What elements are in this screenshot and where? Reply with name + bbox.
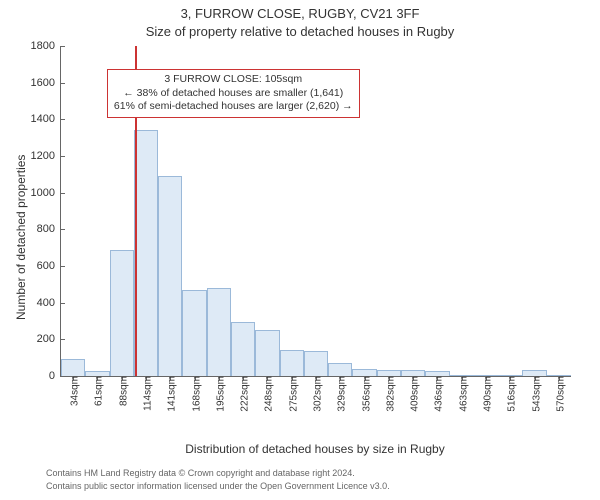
x-tick: 463sqm bbox=[454, 376, 469, 412]
histogram-bar bbox=[61, 359, 85, 376]
x-tick: 543sqm bbox=[527, 376, 542, 412]
y-tick: 1800 bbox=[31, 40, 61, 52]
annotation-box: 3 FURROW CLOSE: 105sqm← 38% of detached … bbox=[107, 69, 360, 118]
x-tick: 141sqm bbox=[163, 376, 178, 412]
x-axis-label: Distribution of detached houses by size … bbox=[60, 442, 570, 456]
x-tick: 168sqm bbox=[187, 376, 202, 412]
footer-line1: Contains HM Land Registry data © Crown c… bbox=[46, 468, 355, 478]
histogram-bar bbox=[328, 363, 352, 376]
histogram-bar bbox=[231, 322, 255, 376]
chart-container: 3, FURROW CLOSE, RUGBY, CV21 3FF Size of… bbox=[0, 0, 600, 500]
histogram-bar bbox=[110, 250, 134, 377]
y-axis-label: Number of detached properties bbox=[14, 155, 28, 320]
histogram-bar bbox=[207, 288, 231, 376]
histogram-bar bbox=[304, 351, 328, 376]
x-tick: 114sqm bbox=[139, 376, 154, 411]
x-tick: 88sqm bbox=[114, 376, 129, 406]
histogram-bar bbox=[352, 369, 376, 376]
x-tick: 61sqm bbox=[90, 376, 105, 406]
x-tick: 275sqm bbox=[284, 376, 299, 412]
annotation-line: ← 38% of detached houses are smaller (1,… bbox=[114, 87, 353, 101]
y-tick: 1200 bbox=[31, 150, 61, 162]
x-tick: 329sqm bbox=[333, 376, 348, 412]
y-tick: 1400 bbox=[31, 113, 61, 125]
x-tick: 490sqm bbox=[479, 376, 494, 412]
x-tick: 356sqm bbox=[357, 376, 372, 412]
x-tick: 248sqm bbox=[260, 376, 275, 412]
x-tick: 436sqm bbox=[430, 376, 445, 412]
y-tick: 1600 bbox=[31, 77, 61, 89]
annotation-line: 3 FURROW CLOSE: 105sqm bbox=[114, 73, 353, 87]
y-tick: 1000 bbox=[31, 187, 61, 199]
x-tick: 222sqm bbox=[236, 376, 251, 412]
chart-title-line1: 3, FURROW CLOSE, RUGBY, CV21 3FF bbox=[0, 6, 600, 21]
x-tick: 409sqm bbox=[406, 376, 421, 412]
x-tick: 516sqm bbox=[503, 376, 518, 412]
y-tick: 200 bbox=[37, 333, 61, 345]
y-tick: 600 bbox=[37, 260, 61, 272]
x-tick: 570sqm bbox=[551, 376, 566, 412]
x-tick: 302sqm bbox=[309, 376, 324, 412]
chart-title-line2: Size of property relative to detached ho… bbox=[0, 24, 600, 39]
y-tick: 0 bbox=[49, 370, 61, 382]
histogram-bar bbox=[134, 130, 158, 376]
y-tick: 400 bbox=[37, 297, 61, 309]
x-tick: 382sqm bbox=[381, 376, 396, 412]
x-tick: 195sqm bbox=[211, 376, 226, 412]
y-tick: 800 bbox=[37, 223, 61, 235]
annotation-line: 61% of semi-detached houses are larger (… bbox=[114, 100, 353, 114]
x-tick: 34sqm bbox=[66, 376, 81, 406]
histogram-bar bbox=[280, 350, 304, 376]
footer-line2: Contains public sector information licen… bbox=[46, 481, 390, 491]
histogram-bar bbox=[182, 290, 206, 376]
plot-area: 02004006008001000120014001600180034sqm61… bbox=[60, 46, 571, 377]
histogram-bar bbox=[158, 176, 182, 376]
histogram-bar bbox=[255, 330, 279, 376]
